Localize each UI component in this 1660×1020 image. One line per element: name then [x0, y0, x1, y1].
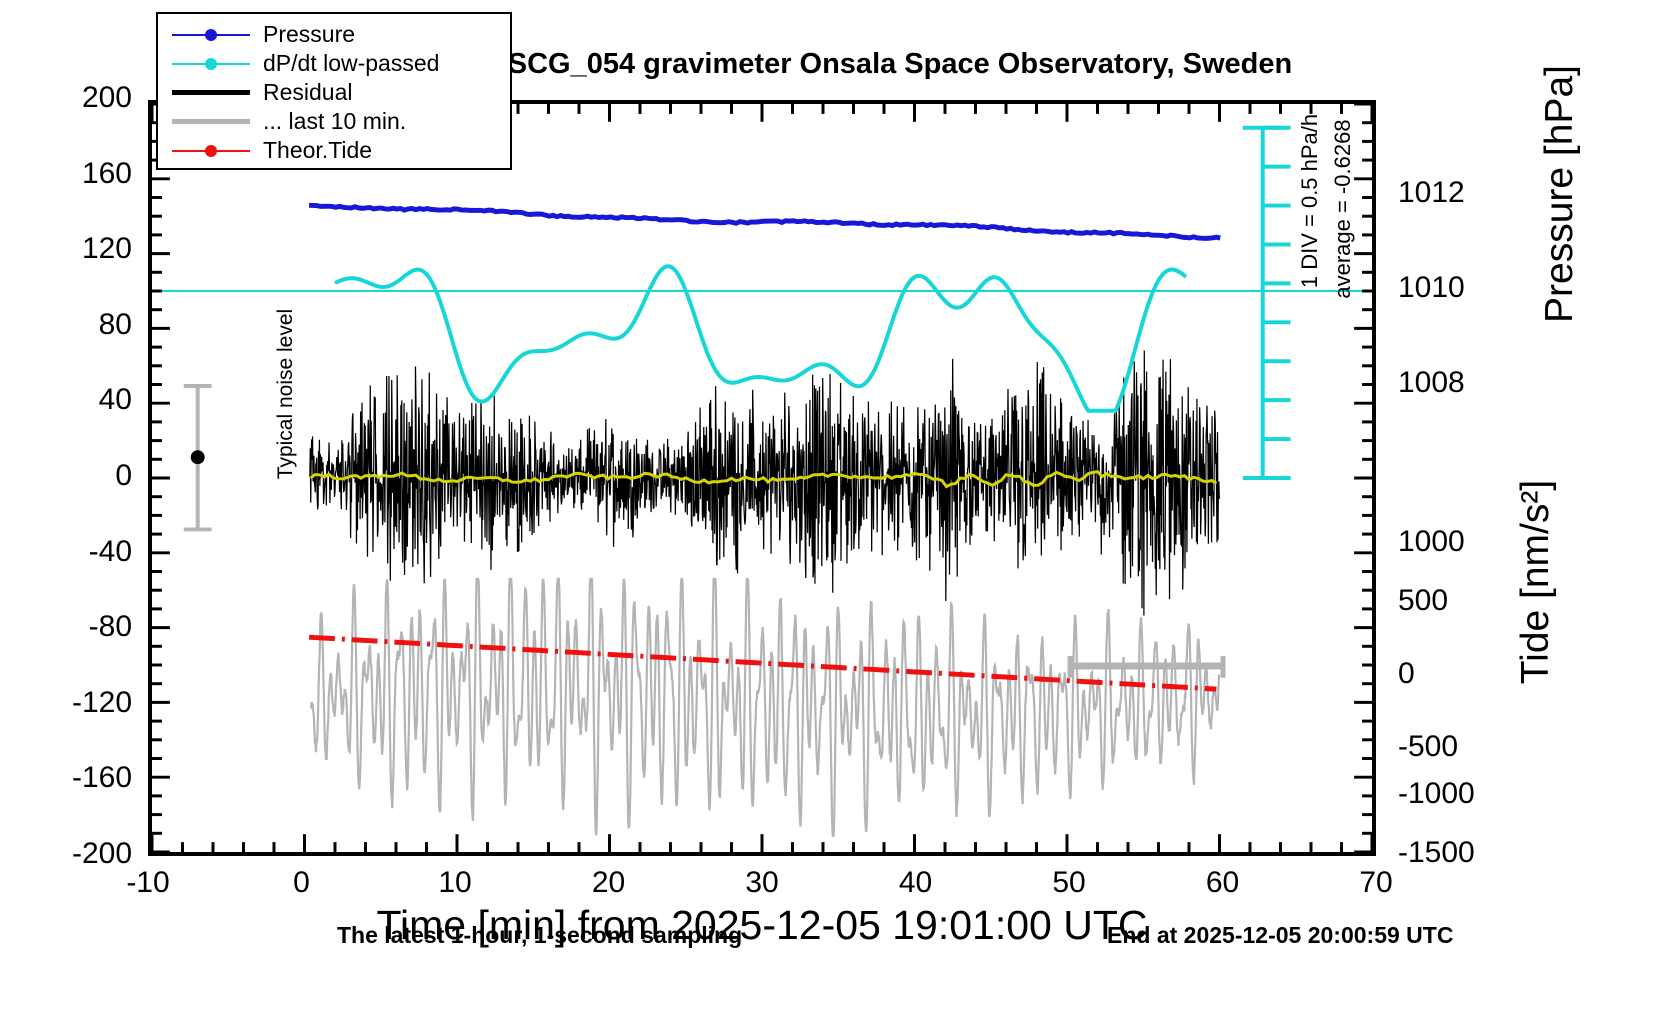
y-tick-label-left: -200: [71, 837, 132, 870]
y-tick-label-left: 120: [81, 232, 132, 266]
x-axis-label: Time [min] from 2025-12-05 19:01:00 UTC: [148, 902, 1376, 949]
pressure-tick-label: 1010: [1398, 271, 1465, 304]
y-tick-label-left: -160: [71, 761, 132, 795]
footer-note-left: The latest 1-hour, 1-second sampling: [337, 922, 743, 948]
y-tick-label-left: 40: [98, 383, 132, 417]
legend-swatch-icon: [168, 81, 254, 105]
x-tick-label: 50: [1052, 866, 1086, 899]
dpdt-scale-bar: [1242, 125, 1291, 480]
chart-legend[interactable]: Pressure dP/dt low-passed Residual ... last…: [156, 12, 512, 170]
y-tick-label-left: 80: [98, 307, 132, 341]
series-residual: [309, 350, 1220, 616]
legend-swatch-icon: [168, 23, 254, 47]
y-tick-label-left: 200: [81, 81, 132, 114]
legend-label: Theor.Tide: [263, 137, 373, 163]
x-tick-label: 10: [438, 866, 472, 899]
legend-label: dP/dt low-passed: [263, 50, 440, 76]
x-axis-label-text: Time [min] from 2025-12-05 19:01:00 UTC: [376, 902, 1148, 948]
x-tick-label: 40: [898, 866, 933, 899]
y-tick-label-left: -120: [71, 685, 132, 719]
tide-tick-label: 0: [1398, 657, 1415, 690]
legend-marker-dot: [205, 144, 217, 157]
legend-item-4[interactable]: Theor.Tide: [158, 136, 510, 165]
noise-level-errorbar: [183, 384, 212, 532]
x-tick-label: 30: [745, 866, 779, 899]
legend-line: [172, 89, 250, 95]
x-axis-ticks: [152, 834, 1372, 852]
series-dpdt-lowpassed: [334, 264, 1188, 413]
legend-line: [172, 118, 250, 124]
legend-label: Residual: [263, 79, 353, 105]
series-pressure: [309, 202, 1221, 241]
x-tick-label: 60: [1205, 866, 1240, 899]
tide-tick-label: 500: [1398, 584, 1449, 617]
y-tick-label-left: 0: [115, 459, 132, 492]
legend-label: ... last 10 min.: [263, 108, 407, 134]
tide-tick-label: -500: [1398, 730, 1459, 763]
x-tick-label: 0: [293, 866, 310, 899]
legend-item-0[interactable]: Pressure: [158, 20, 510, 49]
plot-area: The latest 1-hour, 1-second sampling End…: [148, 100, 1453, 948]
legend-item-1[interactable]: dP/dt low-passed: [158, 49, 510, 78]
legend-swatch-icon: [168, 52, 254, 76]
y-axis-label-tide-text: Tide [nm/s²]: [1514, 479, 1557, 685]
x-tick-label: -10: [126, 866, 170, 899]
y-axis-ticks-right: [1354, 104, 1372, 852]
y-tick-label-left: 160: [81, 156, 132, 190]
y-axis-label-pressure-text: Pressure [hPa]: [1538, 65, 1581, 323]
tide-tick-label: 1000: [1398, 525, 1465, 558]
y-tick-label-left: -40: [88, 534, 132, 568]
pressure-tick-label: 1012: [1398, 176, 1465, 209]
x-tick-label: 20: [591, 866, 626, 899]
y-tick-label-left: -80: [88, 610, 132, 644]
y-axis-label-tide: Tide [nm/s²]: [1514, 382, 1558, 782]
page-title: SCG_054 gravimeter Onsala Space Observat…: [507, 48, 1293, 80]
legend-label: Pressure: [263, 21, 356, 47]
tide-tick-label: -1500: [1398, 836, 1475, 869]
legend-item-2[interactable]: Residual: [158, 78, 510, 107]
x-tick-label: 70: [1359, 866, 1393, 899]
noise-level-label: Typical noise level: [274, 308, 297, 480]
legend-swatch-icon: [168, 110, 254, 134]
y-axis-label-pressure: Pressure [hPa]: [1538, 0, 1582, 424]
y-axis-ticks-left: [152, 104, 170, 852]
average-value-label: average = -0.6268: [1330, 119, 1355, 299]
legend-swatch-icon: [168, 139, 254, 163]
legend-marker-dot: [205, 57, 217, 70]
footer-note-right: End at 2025-12-05 20:00:59 UTC: [1107, 922, 1454, 948]
series-residual-smoothed: [309, 469, 1218, 489]
scale-division-label: 1 DIV = 0.5 hPa/h: [1297, 113, 1322, 289]
tide-tick-label: -1000: [1398, 777, 1475, 810]
legend-item-3[interactable]: ... last 10 min.: [158, 107, 510, 136]
legend-marker-dot: [205, 28, 217, 41]
plot-svg: [152, 104, 1372, 852]
series-theoretical-tide: [308, 634, 1217, 692]
series-last-10-min: [309, 577, 1221, 838]
pressure-tick-label: 1008: [1398, 366, 1465, 399]
